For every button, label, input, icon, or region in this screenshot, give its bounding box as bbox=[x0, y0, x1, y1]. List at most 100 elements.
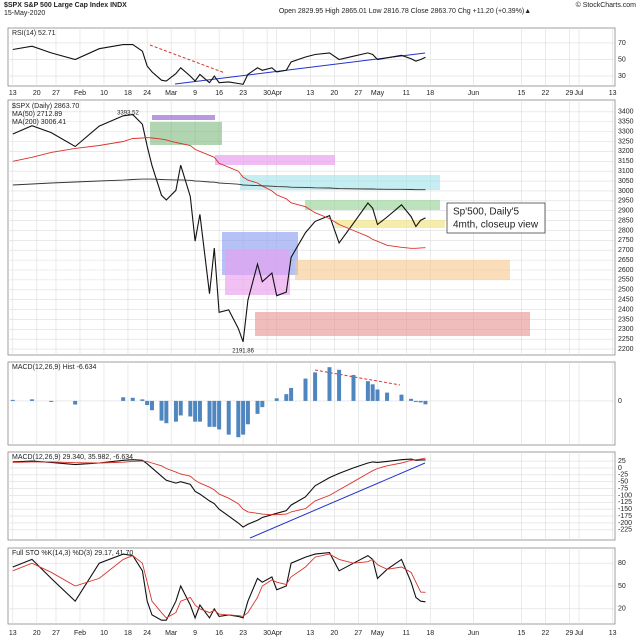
bar bbox=[178, 400, 183, 416]
bar bbox=[149, 400, 154, 411]
y-tick-label: -175 bbox=[618, 513, 632, 520]
x-tick-label: 20 bbox=[33, 630, 41, 637]
series-line bbox=[12, 44, 426, 85]
x-tick-label: 18 bbox=[124, 90, 132, 97]
bar bbox=[164, 400, 169, 424]
y-tick-label: 2250 bbox=[618, 336, 634, 343]
zone bbox=[305, 200, 440, 210]
panel-title: RSI(14) 52.71 bbox=[12, 30, 56, 37]
x-tick-label: May bbox=[371, 630, 385, 637]
x-tick-label: 20 bbox=[33, 90, 41, 97]
y-tick-label: 3250 bbox=[618, 138, 634, 145]
x-tick-label: 27 bbox=[354, 630, 362, 637]
y-tick-label: 80 bbox=[618, 560, 626, 567]
y-tick-label: 2750 bbox=[618, 237, 634, 244]
zone bbox=[240, 175, 440, 190]
x-tick-label: May bbox=[371, 90, 385, 97]
x-tick-label: 22 bbox=[542, 90, 550, 97]
legend-entry: MA(200) 3006.41 bbox=[12, 119, 66, 126]
x-tick-label: 22 bbox=[542, 630, 550, 637]
y-tick-label: -225 bbox=[618, 527, 632, 534]
y-tick-label: 50 bbox=[618, 56, 626, 63]
x-tick-label: Jun bbox=[468, 90, 479, 97]
x-tick-label: 24 bbox=[143, 630, 151, 637]
bar bbox=[418, 400, 423, 403]
bar bbox=[193, 400, 198, 422]
panel-title: MACD(12,26,9) Hist -6.634 bbox=[12, 364, 97, 371]
x-tick-label: 11 bbox=[403, 90, 410, 97]
bar bbox=[365, 381, 370, 401]
x-tick-label: 18 bbox=[426, 90, 434, 97]
bar bbox=[399, 394, 404, 401]
note-line: 4mth, closeup view bbox=[453, 220, 539, 231]
y-tick-label: -125 bbox=[618, 499, 632, 506]
annotations-layer bbox=[149, 44, 546, 539]
panel-frame bbox=[7, 27, 616, 87]
y-tick-label: 2400 bbox=[618, 306, 634, 313]
y-tick-label: 2350 bbox=[618, 316, 634, 323]
x-tick-label: 13 bbox=[9, 90, 17, 97]
x-tick-label: 30 bbox=[263, 90, 271, 97]
y-tick-label: -75 bbox=[618, 485, 628, 492]
symbol: $SPX S&P 500 Large Cap Index INDX bbox=[4, 2, 127, 9]
y-tick-label: 2950 bbox=[618, 198, 634, 205]
y-tick-label: -100 bbox=[618, 492, 632, 499]
bar bbox=[327, 367, 332, 401]
y-tick-label: 3200 bbox=[618, 148, 634, 155]
note-line: Sp'500, Daily'5 bbox=[453, 207, 520, 218]
y-tick-label: 2550 bbox=[618, 277, 634, 284]
x-tick-label: 16 bbox=[215, 90, 223, 97]
y-tick-label: 2900 bbox=[618, 208, 634, 215]
bar bbox=[337, 369, 342, 401]
bar bbox=[423, 400, 428, 405]
date: 15-May-2020 bbox=[4, 10, 45, 17]
series-line bbox=[12, 114, 426, 342]
y-tick-label: 20 bbox=[618, 606, 626, 613]
x-tick-label: 13 bbox=[609, 630, 617, 637]
bar bbox=[236, 400, 241, 438]
y-tick-label: 3400 bbox=[618, 109, 634, 116]
x-tick-label: 11 bbox=[403, 630, 410, 637]
bar bbox=[241, 400, 246, 435]
y-tick-label: 0 bbox=[618, 465, 622, 472]
x-tick-label: Mar bbox=[165, 630, 178, 637]
zone bbox=[295, 260, 510, 280]
x-tick-label: 13 bbox=[609, 90, 617, 97]
bar bbox=[370, 384, 375, 401]
bar bbox=[159, 400, 164, 421]
panel-frame bbox=[7, 451, 616, 541]
x-tick-label: 15 bbox=[518, 90, 526, 97]
x-tick-label: 18 bbox=[426, 630, 434, 637]
bar bbox=[207, 400, 212, 427]
x-tick-label: Mar bbox=[165, 90, 178, 97]
x-tick-label: Jul bbox=[575, 90, 584, 97]
x-tick-label: 29 bbox=[566, 90, 574, 97]
y-tick-label: 3350 bbox=[618, 119, 634, 126]
zone bbox=[215, 155, 335, 165]
bar bbox=[284, 394, 289, 401]
bar bbox=[385, 392, 390, 401]
y-tick-label: 2700 bbox=[618, 247, 634, 254]
x-tick-label: 30 bbox=[263, 630, 271, 637]
bar bbox=[274, 398, 279, 401]
y-tick-label: 2200 bbox=[618, 346, 634, 353]
y-tick-label: 2800 bbox=[618, 227, 634, 234]
bar bbox=[375, 389, 380, 401]
x-tick-label: 10 bbox=[100, 90, 108, 97]
bar bbox=[413, 400, 418, 402]
bar bbox=[130, 397, 135, 401]
x-tick-label: 9 bbox=[193, 90, 197, 97]
y-tick-label: 3100 bbox=[618, 168, 634, 175]
bar bbox=[140, 399, 145, 401]
y-tick-label: 50 bbox=[618, 583, 626, 590]
panel-title: Full STO %K(14,3) %D(3) 29.17, 41.70 bbox=[12, 550, 133, 557]
x-tick-label: Feb bbox=[74, 90, 86, 97]
y-tick-label: 3150 bbox=[618, 158, 634, 165]
x-tick-label: 27 bbox=[52, 90, 60, 97]
y-tick-label: 2300 bbox=[618, 326, 634, 333]
grid-layer bbox=[7, 27, 616, 625]
zone bbox=[335, 220, 445, 228]
zone bbox=[225, 250, 290, 295]
